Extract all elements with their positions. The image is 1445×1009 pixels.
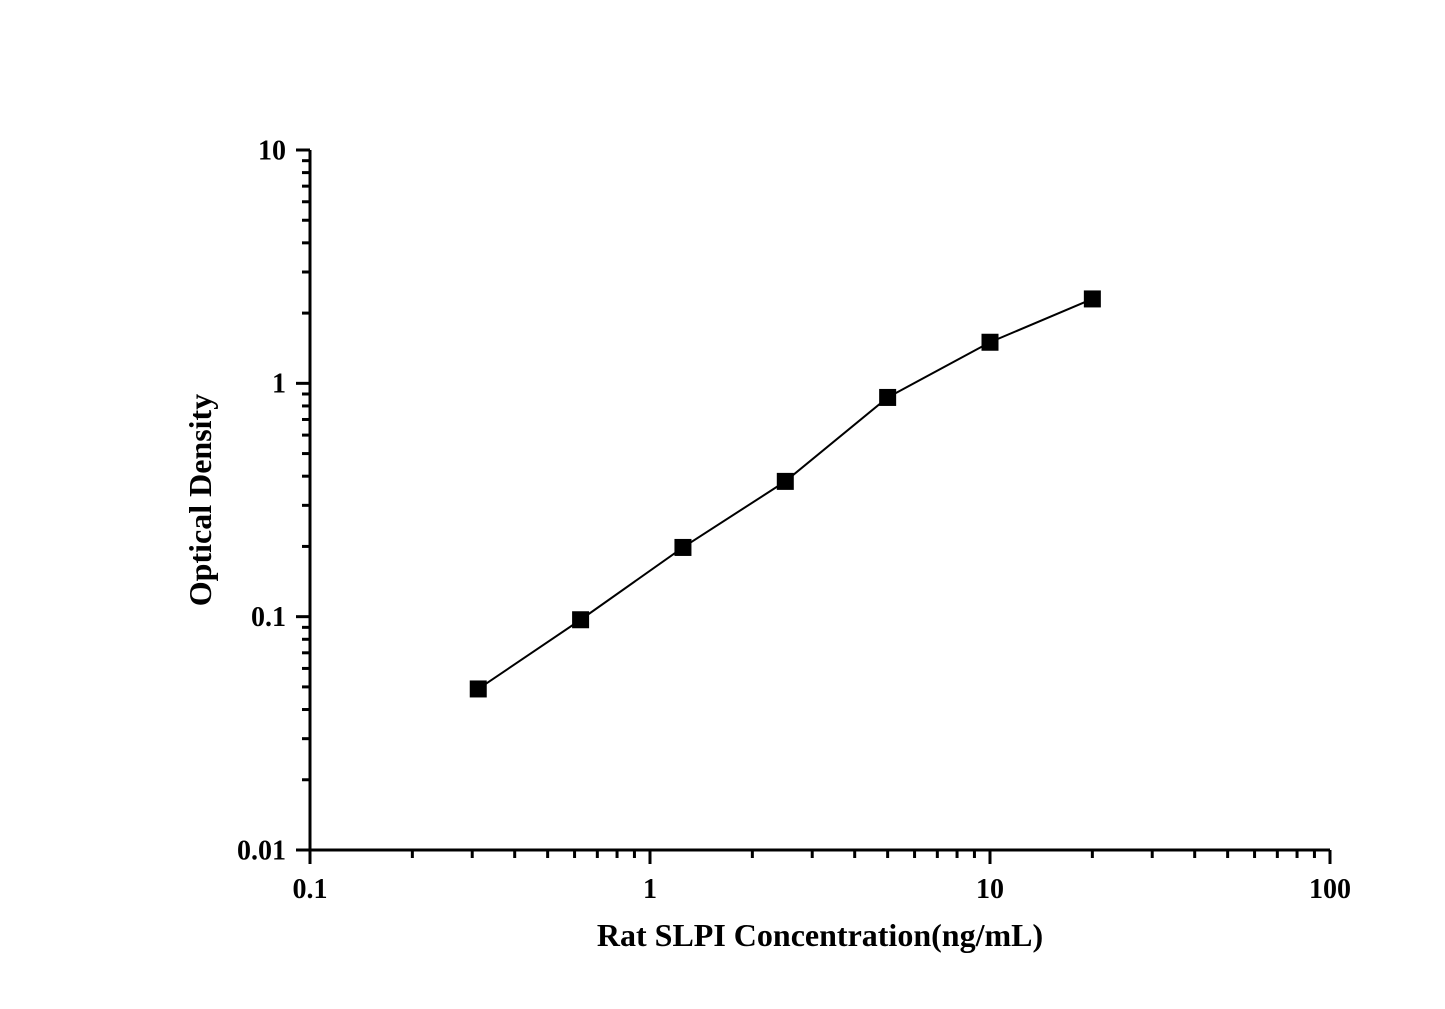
- x-tick-label: 10: [976, 874, 1004, 905]
- data-marker: [777, 473, 793, 489]
- data-marker: [1084, 291, 1100, 307]
- data-marker: [880, 389, 896, 405]
- y-tick-label: 0.01: [237, 835, 286, 866]
- x-tick-label: 1: [643, 874, 657, 905]
- data-marker: [470, 681, 486, 697]
- data-marker: [675, 539, 691, 555]
- y-tick-label: 10: [258, 135, 286, 166]
- data-marker: [982, 334, 998, 350]
- x-axis-label: Rat SLPI Concentration(ng/mL): [597, 917, 1043, 953]
- chart-container: 0.11101000.010.1110Rat SLPI Concentratio…: [50, 50, 1395, 964]
- y-tick-label: 0.1: [251, 602, 286, 633]
- x-tick-label: 0.1: [293, 874, 328, 905]
- y-axis-label: Optical Density: [182, 394, 218, 606]
- elisa-standard-curve-chart: 0.11101000.010.1110Rat SLPI Concentratio…: [50, 50, 1395, 959]
- y-tick-label: 1: [272, 369, 286, 400]
- x-tick-label: 100: [1309, 874, 1351, 905]
- data-marker: [573, 612, 589, 628]
